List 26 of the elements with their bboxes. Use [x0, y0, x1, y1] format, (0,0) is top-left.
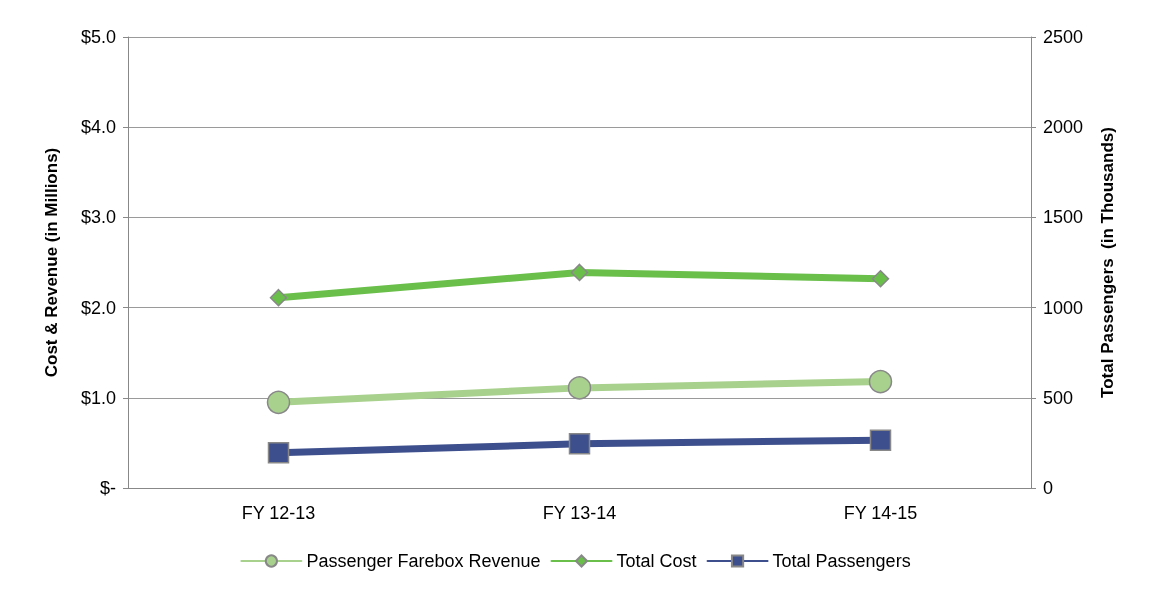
y2-tick-label: 1500: [1043, 207, 1084, 228]
legend-label: Total Passengers: [772, 551, 911, 571]
y-tick-label: $3.0: [80, 207, 116, 228]
x-tick-label: FY 14-15: [843, 503, 918, 523]
point: [266, 390, 291, 415]
y2-tick-label: 0: [1043, 478, 1054, 498]
y-tick-label: $1.0: [80, 387, 116, 408]
y-tick-label: $-: [99, 478, 116, 498]
point: [868, 369, 893, 394]
y2-tick-label: 2500: [1043, 27, 1084, 47]
x-tick-label: FY 13-14: [542, 503, 617, 523]
x-tick-label: FY 12-13: [241, 503, 316, 523]
y-tick-label: $2.0: [80, 297, 116, 318]
legend-label: Total Cost: [616, 551, 697, 571]
legend-label: Passenger Farebox Revenue: [306, 551, 541, 571]
y-tick-label: $5.0: [80, 27, 116, 47]
y-tick-label: $4.0: [80, 117, 116, 138]
point: [567, 376, 592, 400]
y2-axis-title: Total Passengers (in Thousands): [1098, 127, 1117, 398]
y2-tick-label: 1000: [1043, 297, 1084, 318]
y-axis-title: Cost & Revenue (in Millions): [42, 147, 61, 378]
point: [570, 263, 589, 282]
y2-tick-label: 500: [1043, 387, 1074, 408]
point: [871, 269, 890, 288]
y2-tick-label: 2000: [1043, 117, 1084, 138]
point: [269, 288, 288, 307]
